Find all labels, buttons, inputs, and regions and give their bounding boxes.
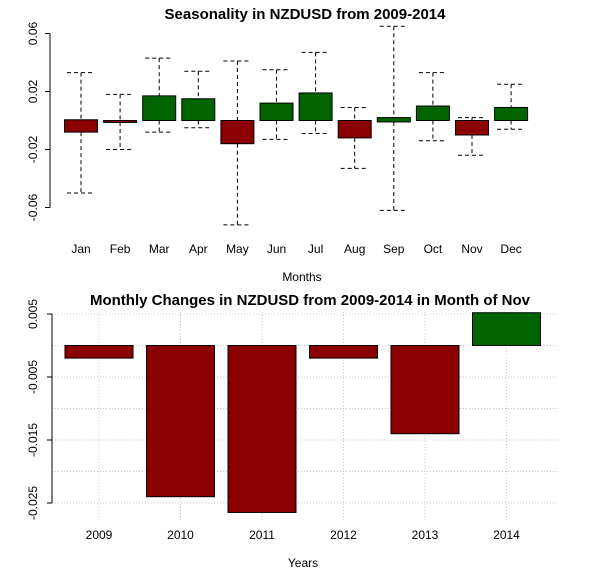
chart2-y-tick-label: -0.025 xyxy=(26,486,40,520)
chart2-bar xyxy=(309,345,378,359)
chart1-box xyxy=(415,105,450,121)
chart2-bar xyxy=(227,345,297,513)
chart2-grid xyxy=(52,312,557,520)
chart1-box xyxy=(494,106,529,121)
chart1-box xyxy=(259,102,294,121)
chart2-bar xyxy=(472,312,541,346)
chart2-x-tick-label: 2009 xyxy=(86,528,113,542)
chart2-bar xyxy=(390,345,460,435)
chart1-y-tick-label: -0.02 xyxy=(26,136,40,164)
chart1-box xyxy=(181,98,216,121)
chart1-x-tick-label: Mar xyxy=(149,242,170,256)
chart1-box xyxy=(298,92,333,121)
chart1-box xyxy=(142,95,177,121)
chart1-xlabel: Months xyxy=(282,270,321,284)
chart1-x-tick-label: Oct xyxy=(424,242,443,256)
chart2-y-tick-label: -0.015 xyxy=(26,423,40,457)
chart1-box xyxy=(455,120,489,136)
chart1-x-tick-label: Sep xyxy=(383,242,405,256)
chart2-title: Monthly Changes in NZDUSD from 2009-2014… xyxy=(90,292,531,309)
chart2-x-tick-label: 2010 xyxy=(167,528,194,542)
chart1-axes: -0.06 -0.02 0.02 0.06 Jan Feb Mar Apr May Jun Jul A… xyxy=(26,21,522,256)
chart1-x-tick-label: Dec xyxy=(500,242,521,256)
chart1-box xyxy=(337,120,372,139)
chart2-x-tick-label: 2014 xyxy=(493,528,520,542)
chart1-x-tick-label: Jun xyxy=(267,242,286,256)
chart2-y-tick-label: 0.005 xyxy=(26,299,40,329)
chart2-marks xyxy=(64,312,541,513)
chart1-box xyxy=(103,120,138,123)
chart1-x-tick-label: Apr xyxy=(189,242,208,256)
chart2-y-tick-label: -0.005 xyxy=(26,360,40,394)
chart1-x-tick-label: Jul xyxy=(308,242,323,256)
chart1-x-tick-label: May xyxy=(226,242,249,256)
chart2-x-tick-label: 2012 xyxy=(330,528,357,542)
chart2-bar xyxy=(146,345,215,498)
chart1-box xyxy=(64,119,98,133)
chart2-xlabel: Years xyxy=(288,556,318,570)
chart2-bar xyxy=(64,345,134,359)
chart1-box xyxy=(220,120,255,145)
chart1-x-tick-label: Nov xyxy=(461,242,482,256)
chart1-y-tick-label: -0.06 xyxy=(26,194,40,222)
chart1-x-tick-label: Feb xyxy=(110,242,131,256)
chart2-x-tick-label: 2013 xyxy=(412,528,439,542)
chart2-axes: -0.025 -0.015 -0.005 0.005 2009 2010 2011 2012 2… xyxy=(26,299,520,542)
chart1-y-tick-label: 0.02 xyxy=(26,79,40,103)
chart1-y-tick-label: 0.06 xyxy=(26,21,40,45)
chart1-box xyxy=(376,117,411,123)
chart1-title: Seasonality in NZDUSD from 2009-2014 xyxy=(165,6,447,23)
chart1-x-tick-label: Jan xyxy=(71,242,90,256)
chart1-marks xyxy=(64,25,529,226)
chart1-x-tick-label: Aug xyxy=(344,242,365,256)
chart2-x-tick-label: 2011 xyxy=(249,528,275,542)
